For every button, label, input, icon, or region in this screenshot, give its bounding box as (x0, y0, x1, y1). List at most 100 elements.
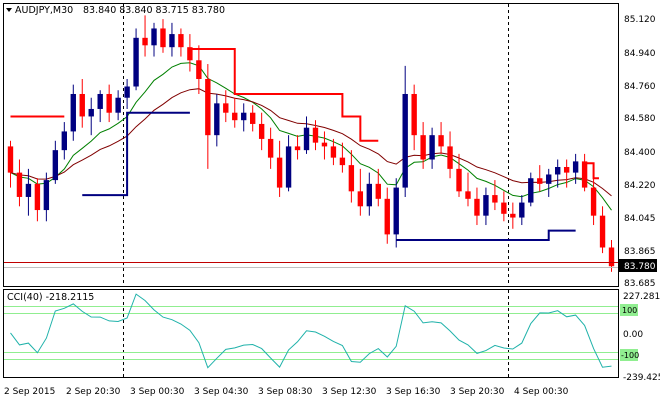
ohlc-values: 83.840 83.840 83.715 83.780 (83, 5, 225, 16)
stop-line-lower-2 (396, 229, 576, 242)
bear-candle[interactable] (348, 165, 355, 192)
chart-header[interactable]: AUDJPY,M30 83.840 83.840 83.715 83.780 (6, 5, 225, 16)
bear-candle[interactable] (321, 142, 328, 147)
bull-candle[interactable] (366, 183, 372, 207)
bear-candle[interactable] (474, 198, 480, 216)
price-axis: 85.120 84.940 84.760 84.580 84.400 84.22… (619, 15, 657, 289)
bull-candle[interactable] (151, 28, 157, 46)
bull-candle[interactable] (555, 166, 561, 175)
bear-candle[interactable] (79, 93, 85, 117)
candles[interactable] (7, 15, 615, 272)
triangle-down-icon[interactable] (6, 8, 12, 12)
day-separators (123, 4, 509, 377)
price-label: 83.865 (624, 247, 656, 257)
bear-candle[interactable] (456, 168, 462, 192)
price-label: 84.400 (624, 148, 656, 158)
bear-candle[interactable] (250, 112, 256, 124)
bear-candle[interactable] (276, 157, 283, 188)
cci-level-box (620, 349, 638, 361)
bear-candle[interactable] (142, 37, 148, 46)
bear-candle[interactable] (106, 93, 112, 113)
cci-axis-label: 0.00 (623, 330, 643, 340)
bear-candle[interactable] (196, 60, 202, 80)
bull-candle[interactable] (546, 174, 552, 184)
bull-candle[interactable] (88, 108, 94, 117)
price-pane-frame (3, 3, 619, 287)
bull-candle[interactable] (402, 93, 408, 188)
stop-line-lower (82, 111, 190, 197)
bear-candle[interactable] (510, 213, 516, 218)
bear-candle[interactable] (581, 161, 588, 188)
bull-candle[interactable] (115, 97, 121, 113)
bear-candle[interactable] (34, 183, 41, 211)
price-label: 85.120 (624, 15, 656, 25)
bull-candle[interactable] (133, 37, 139, 87)
bear-candle[interactable] (375, 183, 381, 199)
bull-candle[interactable] (572, 161, 579, 173)
bull-candle[interactable] (429, 135, 435, 160)
bull-candle[interactable] (25, 183, 32, 197)
cci-level-box (620, 304, 638, 316)
bear-candle[interactable] (178, 34, 184, 48)
bear-candle[interactable] (187, 47, 193, 61)
bear-candle[interactable] (384, 198, 390, 235)
bull-candle[interactable] (393, 187, 399, 235)
bull-candle[interactable] (124, 86, 130, 98)
bear-candle[interactable] (16, 172, 23, 197)
bear-candle[interactable] (438, 135, 444, 147)
bull-candle[interactable] (169, 34, 175, 48)
bear-candle[interactable] (294, 146, 301, 151)
cci-pane: CCI(40) -218.2115 227.2817 100 0.00 -100… (4, 292, 660, 383)
bear-candle[interactable] (608, 247, 615, 267)
bull-candle[interactable] (97, 93, 103, 109)
bear-candle[interactable] (465, 191, 471, 199)
cci-title: CCI(40) -218.2115 (7, 292, 94, 303)
bull-candle[interactable] (70, 93, 76, 132)
bear-candle[interactable] (223, 103, 229, 113)
bull-candle[interactable] (483, 195, 489, 216)
bear-candle[interactable] (160, 28, 166, 48)
bull-candle[interactable] (214, 103, 220, 136)
bear-candle[interactable] (330, 146, 337, 158)
bear-candle[interactable] (590, 187, 597, 216)
bear-candle[interactable] (258, 123, 265, 139)
price-label: 84.760 (624, 82, 656, 92)
bear-candle[interactable] (312, 127, 319, 143)
bull-candle[interactable] (528, 178, 534, 203)
price-label: 84.580 (624, 114, 656, 124)
stop-line-upper-3 (584, 162, 599, 180)
bear-candle[interactable] (599, 215, 606, 248)
bear-candle[interactable] (357, 191, 364, 207)
time-label: 3 Sep 12:30 (322, 387, 377, 397)
cci-axis-label: -100 (621, 351, 639, 360)
bear-candle[interactable] (339, 157, 346, 166)
bear-candle[interactable] (205, 79, 211, 136)
bull-candle[interactable] (303, 127, 310, 151)
bull-candle[interactable] (61, 131, 67, 151)
current-price-label: 83.780 (624, 262, 656, 272)
bear-candle[interactable] (447, 146, 453, 169)
bear-candle[interactable] (232, 112, 238, 121)
time-label: 3 Sep 00:30 (130, 387, 185, 397)
bear-candle[interactable] (267, 138, 274, 158)
bear-candle[interactable] (537, 178, 543, 184)
bear-candle[interactable] (420, 135, 426, 160)
time-label: 2 Sep 20:30 (66, 387, 121, 397)
bull-candle[interactable] (43, 180, 50, 211)
price-label: 84.045 (624, 214, 656, 224)
current-price-box (619, 259, 657, 272)
bull-candle[interactable] (52, 150, 59, 181)
time-label: 3 Sep 16:30 (386, 387, 441, 397)
time-label: 3 Sep 20:30 (450, 387, 505, 397)
bull-candle[interactable] (285, 146, 292, 188)
bear-candle[interactable] (411, 93, 417, 136)
bear-candle[interactable] (492, 195, 498, 203)
symbol-timeframe: AUDJPY,M30 (15, 5, 73, 16)
bear-candle[interactable] (563, 166, 570, 173)
bear-candle[interactable] (501, 202, 507, 214)
bear-candle[interactable] (7, 146, 14, 173)
bull-candle[interactable] (241, 112, 247, 121)
bull-candle[interactable] (519, 202, 525, 218)
stop-line-upper-2 (189, 48, 379, 142)
